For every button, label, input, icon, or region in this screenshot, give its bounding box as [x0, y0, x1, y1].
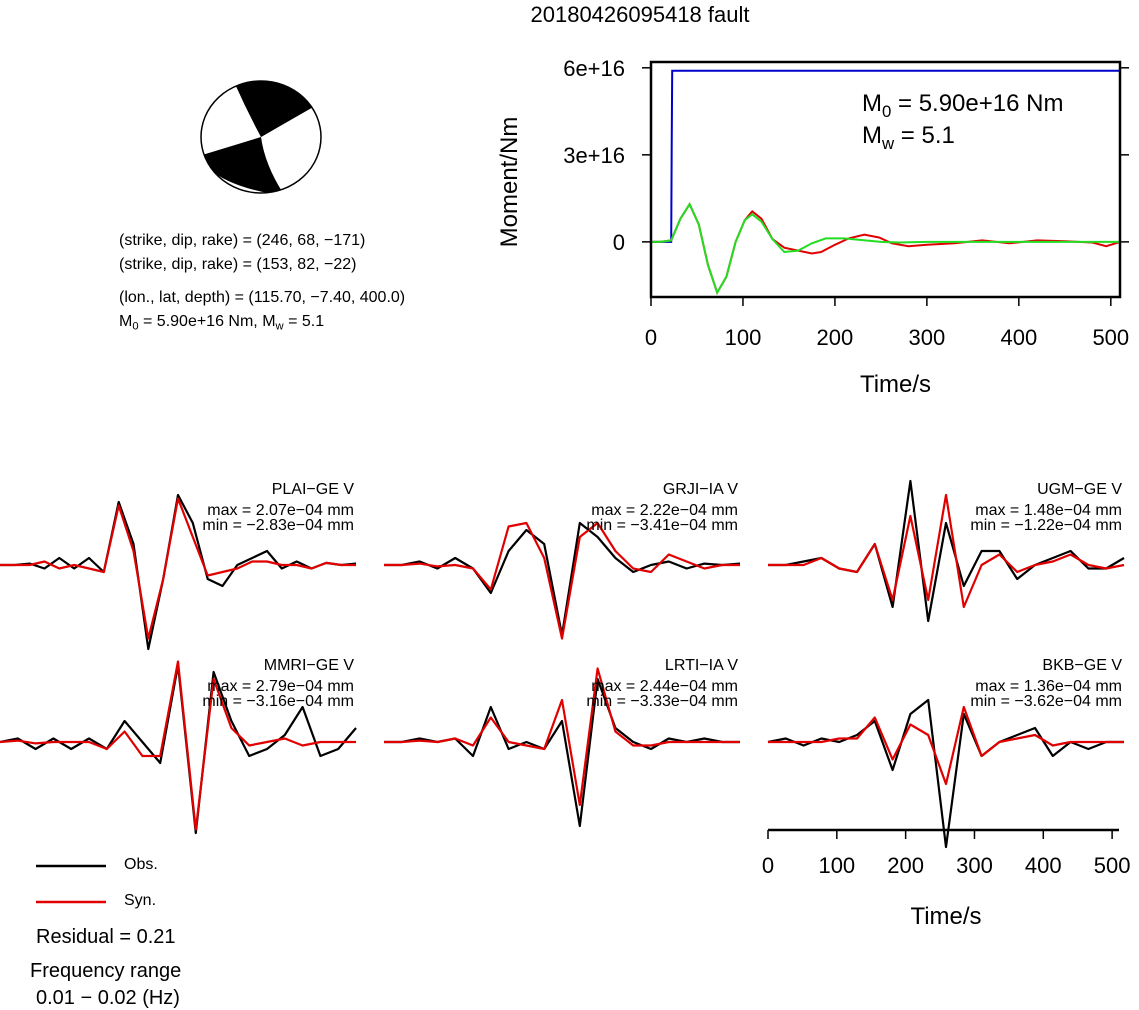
station-max: max = 2.79e−04 mm [207, 678, 354, 695]
station-min: min = −3.16e−04 mm [202, 693, 354, 710]
frequency-range-title: Frequency range [30, 960, 182, 982]
moment-x-tick-label: 200 [817, 325, 854, 350]
legend-syn-label: Syn. [124, 892, 157, 909]
moment-plot-frame [649, 60, 1122, 299]
station-max: max = 2.07e−04 mm [207, 502, 354, 519]
moment-x-tick-label: 400 [1000, 325, 1037, 350]
station-max: max = 1.36e−04 mm [975, 678, 1122, 695]
moment-series-1 [651, 202, 1121, 296]
time-axis-tick-label: 500 [1094, 853, 1131, 878]
moment-mw-annotation: Mw = 5.1 [862, 122, 955, 153]
station-min: min = −1.22e−04 mm [970, 517, 1122, 534]
moment-chart: 0 100 200 300 400 500 0 3e+16 6e+16 Time/s Moment/… [496, 56, 1129, 398]
station-max: max = 2.44e−04 mm [591, 678, 738, 695]
frequency-range-value: 0.01 − 0.02 (Hz) [36, 987, 180, 1009]
time-axis-tick-label: 400 [1025, 853, 1062, 878]
moment-y-tick-label: 3e+16 [563, 143, 625, 168]
residual-label: Residual = 0.21 [36, 926, 176, 948]
nodal-plane-1: (strike, dip, rake) = (246, 68, −171) [119, 232, 366, 249]
moment-m0-annotation: M0 = 5.90e+16 Nm [862, 90, 1063, 121]
moment-y-tick-label: 0 [613, 230, 625, 255]
moment-y-axis-label: Moment/Nm [496, 117, 523, 248]
synthetic-waveform [384, 667, 740, 807]
time-axis-label: Time/s [910, 903, 981, 930]
hypocenter-location: (lon., lat, depth) = (115.70, −7.40, 400… [119, 289, 406, 306]
page-title: 20180426095418 fault [530, 2, 750, 27]
moment-x-tick-label: 300 [909, 325, 946, 350]
nodal-plane-2: (strike, dip, rake) = (153, 82, −22) [119, 256, 357, 273]
station-name: UGM−GE V [1037, 481, 1122, 498]
moment-magnitude-summary: M0 = 5.90e+16 Nm, Mw = 5.1 [119, 313, 325, 333]
time-axis-tick-label: 300 [956, 853, 993, 878]
station-max: max = 1.48e−04 mm [975, 502, 1122, 519]
station-name: MMRI−GE V [264, 657, 355, 674]
station-min: min = −3.41e−04 mm [586, 517, 738, 534]
synthetic-waveform [768, 493, 1125, 609]
station-name: PLAI−GE V [272, 481, 355, 498]
waveform-time-axis: 0 100 200 300 400 500 Time/s [762, 828, 1131, 930]
station-name: LRTI−IA V [665, 657, 738, 674]
legend-obs-label: Obs. [124, 856, 158, 873]
synthetic-waveform [0, 497, 356, 640]
station-name: BKB−GE V [1042, 657, 1122, 674]
focal-mechanism-beachball [200, 80, 322, 194]
synthetic-waveform [768, 705, 1124, 786]
observed-waveform [767, 698, 1124, 849]
observed-waveform [384, 521, 741, 637]
moment-x-tick-label: 500 [1092, 325, 1129, 350]
time-axis-tick-label: 100 [818, 853, 855, 878]
station-min: min = −3.62e−04 mm [970, 693, 1122, 710]
moment-x-tick-label: 0 [645, 325, 657, 350]
moment-y-tick-label: 6e+16 [563, 56, 625, 81]
legend-lines [36, 864, 106, 904]
time-axis-tick-label: 200 [887, 853, 924, 878]
time-axis-tick-label: 0 [762, 853, 774, 878]
station-max: max = 2.22e−04 mm [591, 502, 738, 519]
station-min: min = −2.83e−04 mm [202, 517, 354, 534]
moment-x-tick-label: 100 [725, 325, 762, 350]
moment-series-2 [651, 202, 1120, 296]
moment-x-axis-label: Time/s [860, 371, 931, 398]
synthetic-waveform [0, 660, 356, 831]
station-min: min = −3.33e−04 mm [586, 693, 738, 710]
observed-waveform [0, 493, 357, 651]
synthetic-waveform [384, 521, 740, 640]
station-name: GRJI−IA V [663, 481, 738, 498]
